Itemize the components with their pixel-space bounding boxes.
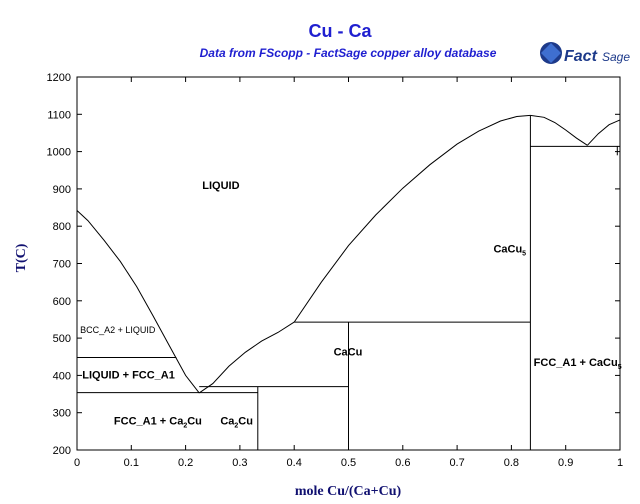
- x-tick-label: 0.3: [232, 457, 247, 469]
- chart-title: Cu - Ca: [309, 21, 373, 41]
- phase-boundary-4: [587, 119, 621, 146]
- y-tick-label: 500: [53, 333, 71, 345]
- phase-boundary-1: [198, 321, 295, 394]
- x-tick-label: 0.6: [395, 457, 410, 469]
- x-tick-label: 0.4: [287, 457, 302, 469]
- chart-subtitle: Data from FScopp - FactSage copper alloy…: [200, 46, 497, 60]
- axis-ticks: 0 0.1 0.2 0.3 0.4 0.5 0.6 0.7 0.8 0.9 120030040050…: [47, 72, 624, 469]
- phase-boundary-0: [76, 210, 200, 394]
- y-tick-label: 1200: [47, 72, 71, 84]
- logo-diamond: [541, 43, 561, 63]
- x-tick-label: 0.2: [178, 457, 193, 469]
- y-tick-label: 700: [53, 259, 71, 271]
- y-tick-label: 1100: [47, 109, 71, 121]
- logo-text-fact: Fact: [564, 48, 598, 65]
- y-axis-title: T(C): [14, 243, 29, 272]
- factsage-logo: Fact Sage: [540, 42, 630, 65]
- region-label: CaCu5: [493, 243, 526, 257]
- region-label: CaCu: [334, 347, 363, 359]
- region-label: BCC_A2 + LIQUID: [80, 325, 156, 335]
- x-tick-label: 0: [74, 457, 80, 469]
- y-tick-label: 900: [53, 184, 71, 196]
- x-tick-label: 0.7: [449, 457, 464, 469]
- phase-boundary-2: [293, 114, 531, 323]
- region-label: Ca2Cu: [220, 416, 253, 430]
- y-tick-label: 600: [53, 296, 71, 308]
- y-tick-label: 1000: [47, 147, 71, 159]
- y-tick-label: 800: [53, 221, 71, 233]
- region-labels: LIQUID BCC_A2 + LIQUID LIQUID + FCC_A1 FCC_…: [80, 180, 622, 430]
- x-axis-title: mole Cu/(Ca+Cu): [295, 484, 402, 499]
- logo-text-sage: Sage: [602, 50, 630, 64]
- phase-boundaries: [76, 114, 621, 450]
- x-tick-label: 0.9: [558, 457, 573, 469]
- region-label: LIQUID + FCC_A1: [82, 369, 175, 381]
- region-label: FCC_A1 + Ca2Cu: [114, 416, 202, 430]
- y-tick-label: 200: [53, 445, 71, 457]
- x-tick-label: 1: [617, 457, 623, 469]
- phase-boundary-3: [530, 114, 588, 146]
- x-tick-label: 0.5: [341, 457, 356, 469]
- region-label: FCC_A1 + CaCu5: [534, 357, 622, 371]
- y-tick-label: 400: [53, 370, 71, 382]
- y-tick-label: 300: [53, 408, 71, 420]
- x-tick-label: 0.8: [504, 457, 519, 469]
- region-label: LIQUID: [202, 180, 239, 192]
- x-tick-label: 0.1: [124, 457, 139, 469]
